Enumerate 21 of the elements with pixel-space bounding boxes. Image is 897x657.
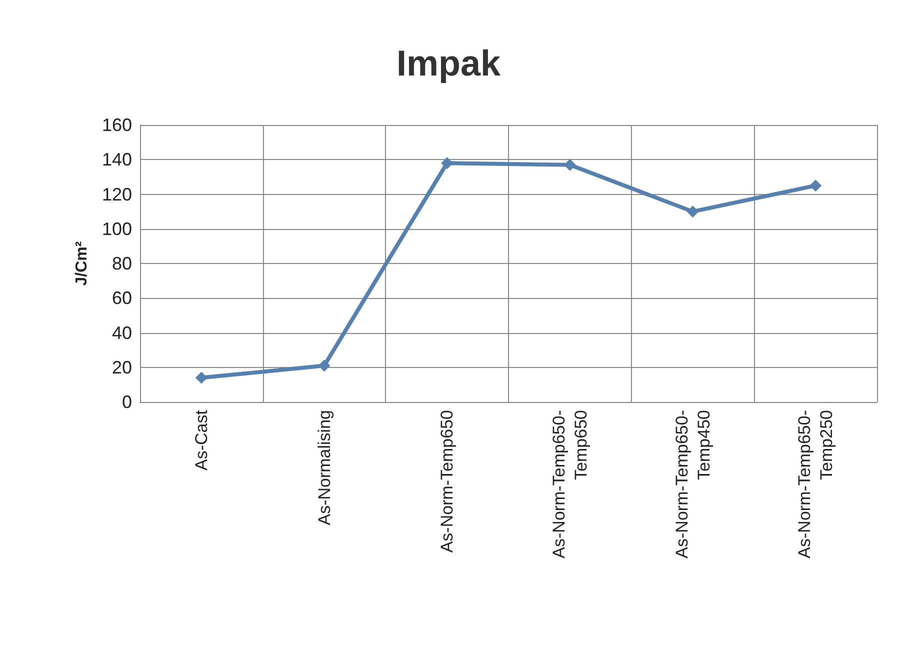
- y-tick-label: 40: [112, 322, 132, 343]
- x-tick-label: As-Norm-Temp650-Temp250: [795, 410, 836, 558]
- y-tick-label: 140: [102, 150, 132, 170]
- x-tick-label: As-Norm-Temp650: [438, 410, 457, 553]
- y-tick-label: 60: [112, 288, 132, 308]
- y-tick-label: 80: [112, 254, 132, 274]
- y-tick-label: 0: [122, 392, 132, 412]
- point: [195, 372, 208, 384]
- y-axis-title: J/Cm²: [74, 241, 90, 286]
- y-tick-label: 20: [112, 357, 132, 378]
- x-tick-label: As-Norm-Temp650-Temp650: [549, 410, 590, 558]
- x-tick-label: As-Normalising: [314, 410, 334, 526]
- chart-title: Impak: [396, 42, 502, 84]
- point: [686, 206, 699, 218]
- y-tick-label: 100: [102, 218, 132, 239]
- point: [318, 360, 330, 372]
- x-tick-label: As-Norm-Temp650-Temp450: [672, 410, 714, 558]
- y-tick-label: 160: [102, 115, 132, 135]
- point: [810, 180, 822, 192]
- x-tick-label: As-Cast: [192, 410, 211, 470]
- y-tick-label: 120: [102, 184, 132, 204]
